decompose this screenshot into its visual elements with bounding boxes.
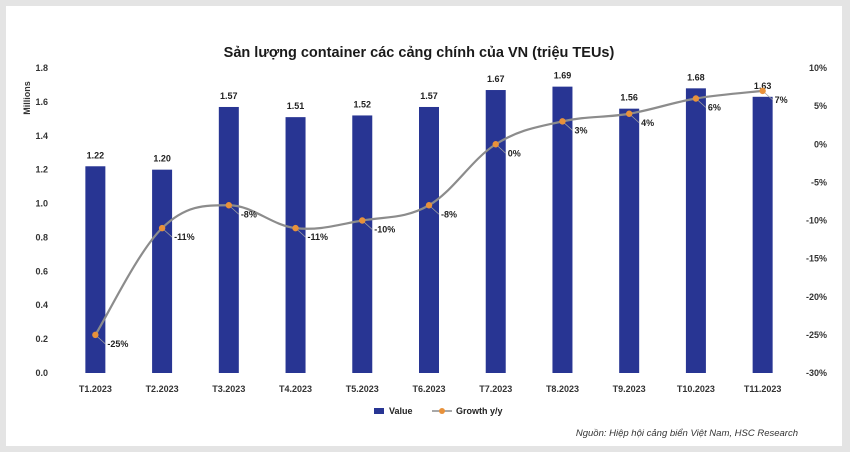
x-tick-label: T3.2023 <box>212 384 245 394</box>
bar-value-labels: 1.22 1.20 1.57 1.51 1.52 1.57 1.67 1.69 1.56 1.68… <box>87 71 772 164</box>
y-tick-label: 1.4 <box>35 131 48 141</box>
x-tick-label: T10.2023 <box>677 384 715 394</box>
y-tick-label: 0.0 <box>35 368 48 378</box>
bar <box>352 115 373 373</box>
x-axis-ticks: T1.2023 T2.2023 T3.2023 T4.2023 T5.2023 T6.20… <box>79 384 782 394</box>
growth-point <box>359 217 366 224</box>
bar-value-label: 1.68 <box>687 72 705 82</box>
legend-growth-marker <box>439 408 445 414</box>
y2-tick-label: -30% <box>806 368 827 378</box>
legend-value-swatch <box>374 408 384 414</box>
legend-value-label: Value <box>389 406 413 416</box>
x-tick-label: T4.2023 <box>279 384 312 394</box>
bar-value-label: 1.67 <box>487 74 505 84</box>
growth-point <box>559 118 566 125</box>
growth-point <box>92 331 99 339</box>
bar-value-label: 1.57 <box>420 91 438 101</box>
bar <box>619 108 640 374</box>
growth-point <box>425 202 433 209</box>
bar-value-label: 1.22 <box>87 150 105 160</box>
growth-point <box>492 141 499 148</box>
bar-value-label: 1.52 <box>354 99 372 109</box>
bar <box>85 166 106 373</box>
y-tick-label: 1.8 <box>35 63 48 73</box>
bar-value-label: 1.69 <box>554 71 572 81</box>
x-tick-label: T1.2023 <box>79 384 112 394</box>
bar-value-label: 1.63 <box>754 81 772 91</box>
y2-tick-label: 5% <box>814 101 827 111</box>
growth-point <box>692 95 700 102</box>
growth-point <box>225 202 233 209</box>
y2-tick-label: -15% <box>806 254 827 264</box>
bar <box>485 90 506 374</box>
x-tick-label: T11.2023 <box>744 384 782 394</box>
x-tick-label: T6.2023 <box>412 384 445 394</box>
bar-value-label: 1.57 <box>220 91 238 101</box>
growth-value-label: 7% <box>775 95 788 105</box>
bar <box>285 117 306 373</box>
growth-value-label: 6% <box>708 103 721 113</box>
source-note: Nguồn: Hiệp hội cảng biển Việt Nam, HSC … <box>576 428 798 439</box>
bar-series <box>85 86 773 374</box>
growth-value-label: -8% <box>441 209 457 219</box>
legend-growth-label: Growth y/y <box>456 406 503 416</box>
growth-point <box>158 224 166 232</box>
y2-tick-label: -5% <box>811 177 827 187</box>
y-tick-label: 0.6 <box>35 266 48 276</box>
x-tick-label: T9.2023 <box>613 384 646 394</box>
chart-card: Sản lượng container các cảng chính của V… <box>6 6 842 446</box>
x-tick-label: T5.2023 <box>346 384 379 394</box>
x-tick-label: T2.2023 <box>146 384 179 394</box>
growth-value-label: -25% <box>107 339 128 349</box>
growth-value-label: -10% <box>374 225 395 235</box>
x-tick-label: T7.2023 <box>479 384 512 394</box>
growth-point <box>759 87 766 95</box>
growth-point <box>625 110 633 117</box>
y-tick-label: 0.4 <box>35 300 48 310</box>
growth-value-label: -11% <box>308 232 329 242</box>
bar-value-label: 1.56 <box>620 93 638 103</box>
y2-tick-label: -10% <box>806 216 827 226</box>
bar <box>685 88 706 373</box>
bar <box>752 96 773 374</box>
growth-value-label: 3% <box>574 125 587 135</box>
bar-value-label: 1.20 <box>153 154 171 164</box>
growth-value-label: -8% <box>241 209 257 219</box>
growth-point <box>292 224 299 232</box>
y-axis-label: Millions <box>22 81 32 115</box>
y-tick-label: 1.6 <box>35 97 48 107</box>
legend: Value Growth y/y <box>374 406 503 416</box>
y-tick-label: 0.2 <box>35 334 48 344</box>
x-tick-label: T8.2023 <box>546 384 579 394</box>
y2-tick-label: 0% <box>814 139 827 149</box>
growth-value-label: 4% <box>641 118 654 128</box>
y-axis-ticks: 0.0 0.2 0.4 0.6 0.8 1.0 1.2 1.4 1.6 1.8 <box>35 63 48 378</box>
y2-tick-label: -20% <box>806 292 827 302</box>
growth-line-series: -25% -11% -8% -11% -10% -8% 0% 3% 4% 6% 7% <box>92 87 788 349</box>
bar <box>152 169 173 373</box>
growth-value-label: 0% <box>508 148 521 158</box>
y2-axis-ticks: -30% -25% -20% -15% -10% -5% 0% 5% 10% <box>806 63 827 378</box>
y-tick-label: 0.8 <box>35 232 48 242</box>
y2-tick-label: 10% <box>809 63 827 73</box>
y2-tick-label: -25% <box>806 330 827 340</box>
chart-title: Sản lượng container các cảng chính của V… <box>224 45 615 61</box>
growth-value-label: -11% <box>174 232 195 242</box>
bar <box>419 106 439 373</box>
bar <box>552 86 573 373</box>
y-tick-label: 1.0 <box>35 199 48 209</box>
y-tick-label: 1.2 <box>35 165 48 175</box>
bar-value-label: 1.51 <box>287 101 305 111</box>
bar <box>218 106 239 373</box>
chart-canvas: Sản lượng container các cảng chính của V… <box>22 45 827 439</box>
